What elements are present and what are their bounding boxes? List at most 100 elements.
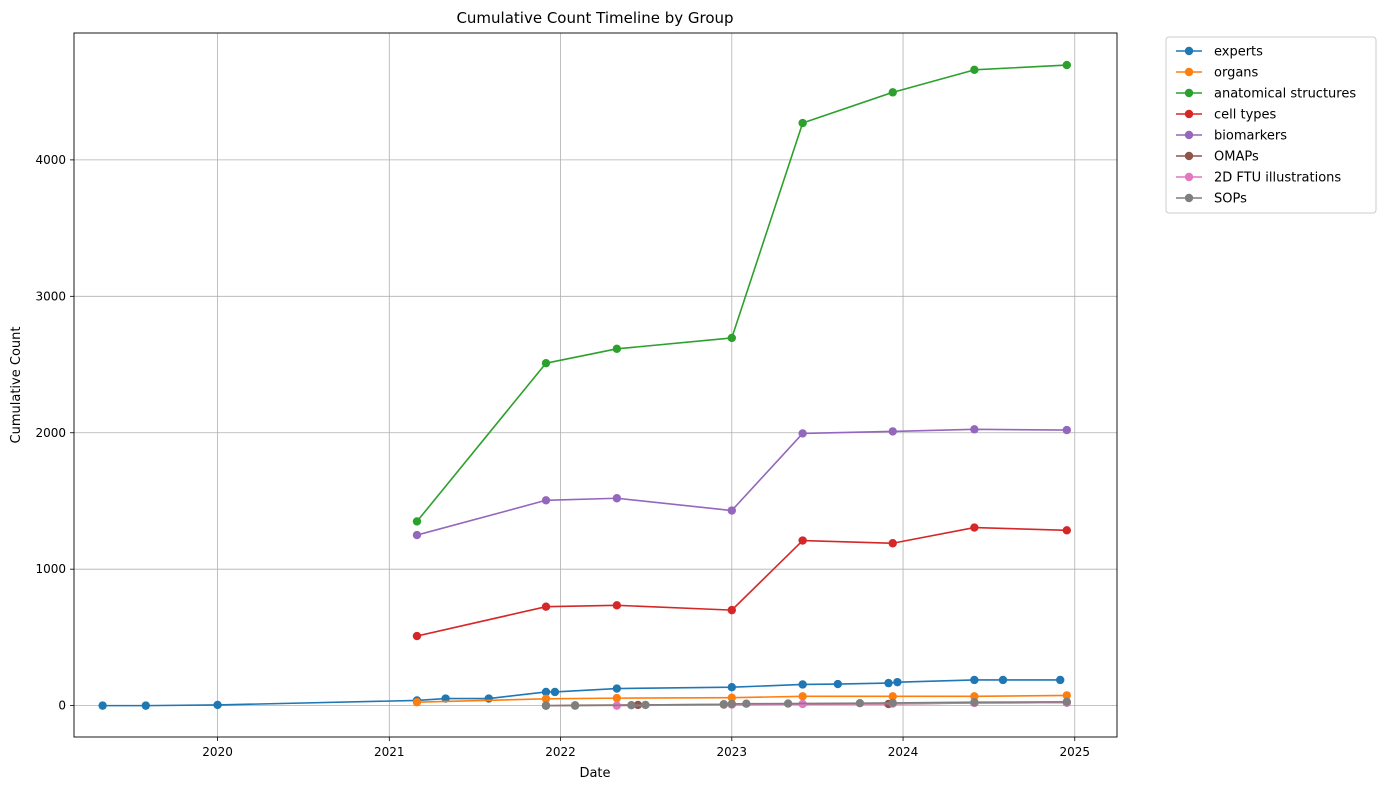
legend-label: cell types [1214, 108, 1277, 123]
grid [74, 33, 1117, 737]
legend-item-experts: experts [1176, 45, 1263, 60]
legend-item-sops: SOPs [1176, 192, 1247, 207]
legend-swatch-marker [1184, 193, 1194, 203]
y-tick-label: 1000 [35, 562, 66, 576]
legend: experts organs anatomical structures cell t… [1165, 36, 1377, 214]
y-tick-label: 0 [58, 699, 66, 713]
legend-label: biomarkers [1214, 129, 1287, 144]
data-point-experts [998, 675, 1008, 685]
data-point-organs [798, 692, 807, 701]
series-line-sops [546, 700, 1067, 707]
legend-swatch-marker [1184, 172, 1194, 182]
data-point-sops [855, 698, 865, 708]
data-point-organs [541, 694, 551, 703]
data-point-experts [727, 683, 736, 692]
series-line-cell-types [416, 526, 1067, 637]
data-point-biomarkers [541, 496, 551, 505]
data-point-cell-types [727, 605, 736, 615]
data-point-anatomical-structures [612, 344, 622, 354]
data-point-experts [141, 701, 150, 710]
y-tick-label: 3000 [35, 289, 66, 303]
series-sops [541, 697, 1072, 710]
legend-swatch-marker [1184, 151, 1194, 161]
legend-swatch-marker [1184, 109, 1194, 119]
data-point-experts [798, 680, 807, 689]
data-point-sops [719, 700, 729, 709]
legend-box [1165, 36, 1377, 214]
data-point-sops [1062, 697, 1072, 706]
data-point-organs [727, 693, 736, 702]
data-point-biomarkers [727, 506, 736, 515]
data-point-biomarkers [612, 494, 622, 503]
data-point-experts [884, 678, 893, 688]
legend-label: experts [1214, 45, 1263, 60]
series-line-organs [416, 694, 1067, 704]
data-point-organs [1062, 691, 1072, 700]
legend-item-omaps: OMAPs [1176, 150, 1259, 165]
x-axis-label: Date [579, 766, 610, 781]
legend-label: OMAPs [1214, 150, 1259, 165]
legend-swatch-marker [1184, 130, 1194, 140]
data-point-cell-types [888, 539, 897, 548]
data-point-organs [888, 692, 897, 701]
data-point-sops [742, 699, 751, 708]
x-tick-label: 2022 [545, 745, 576, 759]
x-tick-label: 2020 [202, 745, 233, 759]
data-point-experts [213, 700, 222, 710]
data-point-anatomical-structures [970, 65, 979, 75]
ticks: 2020 2021 2022 2023 2024 2025 0 1000 2000 3000 400… [35, 153, 1090, 759]
series-line-anatomical-structures [416, 64, 1067, 522]
y-tick-label: 2000 [35, 426, 66, 440]
data-point-experts [98, 701, 107, 710]
series-organs [412, 691, 1072, 707]
data-point-cell-types [970, 523, 979, 532]
data-point-sops [888, 698, 897, 708]
data-point-cell-types [412, 631, 422, 641]
data-point-biomarkers [888, 427, 897, 436]
chart-title: Cumulative Count Timeline by Group [456, 9, 733, 27]
x-tick-label: 2025 [1059, 745, 1090, 759]
x-tick-label: 2023 [717, 745, 748, 759]
series-layer [98, 60, 1072, 710]
data-point-anatomical-structures [412, 517, 422, 526]
legend-label: anatomical structures [1214, 87, 1356, 102]
data-point-sops [627, 701, 636, 710]
data-point-biomarkers [1062, 425, 1072, 435]
legend-item-organs: organs [1176, 66, 1259, 81]
legend-swatch-marker [1184, 46, 1194, 56]
legend-item-anatomical-structures: anatomical structures [1176, 87, 1356, 102]
legend-swatch-marker [1184, 67, 1194, 77]
data-point-cell-types [541, 602, 551, 611]
data-point-biomarkers [970, 425, 979, 434]
legend-label: SOPs [1214, 192, 1247, 207]
legend-label: 2D FTU illustrations [1214, 171, 1341, 186]
legend-item-2d-ftu-illustrations: 2D FTU illustrations [1176, 171, 1341, 186]
data-point-anatomical-structures [888, 88, 897, 97]
data-point-anatomical-structures [798, 118, 807, 128]
data-point-sops [570, 701, 580, 710]
data-point-experts [893, 677, 902, 687]
data-point-biomarkers [412, 530, 422, 540]
legend-label: organs [1214, 66, 1259, 81]
data-point-anatomical-structures [541, 358, 551, 368]
series-anatomical-structures [412, 60, 1072, 526]
x-tick-label: 2024 [888, 745, 919, 759]
data-point-sops [970, 698, 979, 707]
series-line-biomarkers [416, 428, 1067, 536]
data-point-sops [783, 699, 793, 708]
y-tick-label: 4000 [35, 153, 66, 167]
data-point-anatomical-structures [727, 333, 736, 343]
data-point-cell-types [1062, 526, 1072, 535]
series-biomarkers [412, 425, 1072, 540]
y-axis-label: Cumulative Count [9, 327, 24, 444]
plot-frame [73, 32, 1118, 738]
data-point-experts [612, 684, 622, 693]
data-point-organs [412, 698, 422, 707]
legend-item-biomarkers: biomarkers [1176, 129, 1287, 144]
data-point-sops [641, 700, 650, 710]
x-tick-label: 2021 [374, 745, 405, 759]
data-point-experts [541, 687, 551, 697]
